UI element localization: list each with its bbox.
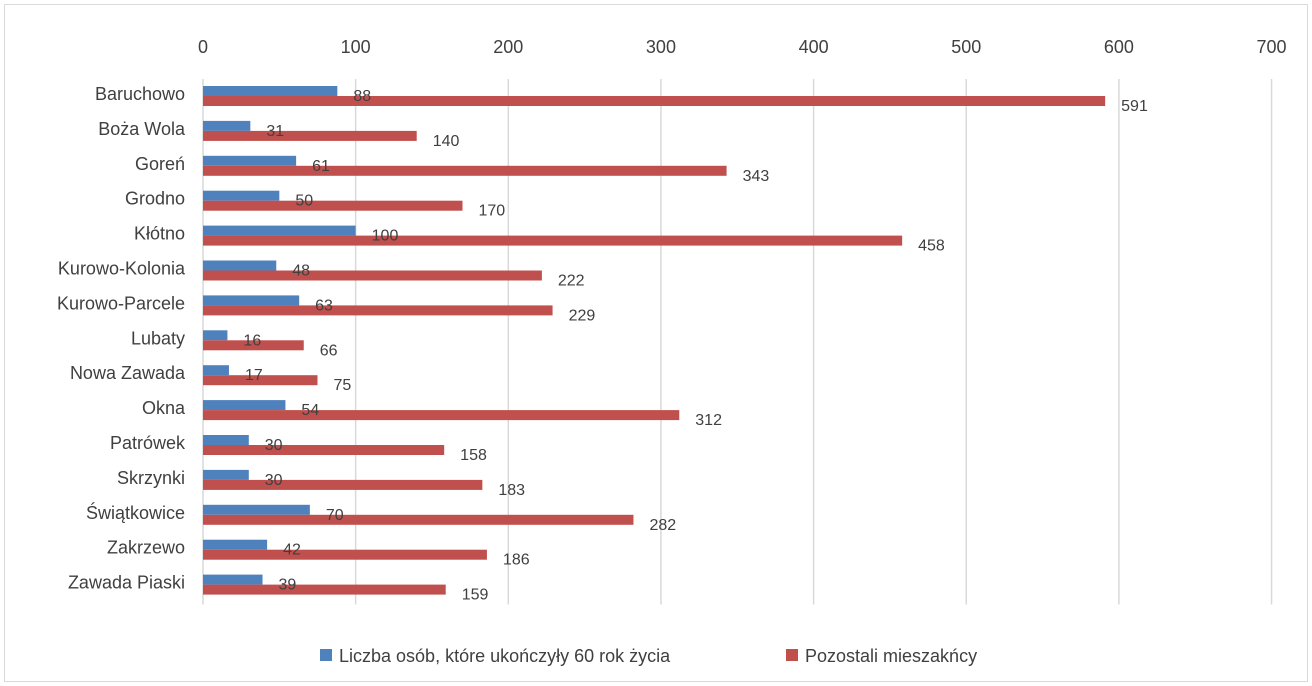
data-label-series-1: 30 <box>265 437 283 454</box>
bar-series-2 <box>203 200 463 211</box>
data-label-series-2: 222 <box>558 273 585 290</box>
x-tick-label: 100 <box>341 37 371 57</box>
x-tick-label: 400 <box>799 37 829 57</box>
bar-series-1 <box>203 365 229 376</box>
bar-series-1 <box>203 120 251 131</box>
bar-series-1 <box>203 400 286 411</box>
category-label: Grodno <box>125 189 185 209</box>
category-label: Zawada Piaski <box>68 573 185 593</box>
bar-series-2 <box>203 305 553 316</box>
x-tick-label: 200 <box>493 37 523 57</box>
data-label-series-2: 140 <box>433 133 460 150</box>
x-tick-label: 300 <box>646 37 676 57</box>
data-label-series-1: 42 <box>283 542 301 559</box>
data-label-series-2: 591 <box>1121 98 1148 115</box>
category-label: Zakrzewo <box>107 538 185 558</box>
data-label-series-2: 158 <box>460 447 487 464</box>
bars <box>203 86 1106 595</box>
data-label-series-2: 186 <box>503 552 530 569</box>
data-label-series-2: 66 <box>320 342 338 359</box>
bar-series-2 <box>203 165 727 176</box>
data-label-series-2: 312 <box>695 412 722 429</box>
data-label-series-1: 54 <box>301 402 319 419</box>
data-label-series-1: 100 <box>372 228 399 245</box>
category-label: Boża Wola <box>98 119 186 139</box>
bar-series-1 <box>203 504 310 515</box>
legend-swatch-series-1 <box>320 649 332 661</box>
x-tick-label: 500 <box>951 37 981 57</box>
bar-series-1 <box>203 155 297 166</box>
bar-series-2 <box>203 340 304 351</box>
bar-series-2 <box>203 375 318 386</box>
legend: Liczba osób, które ukończyły 60 rok życi… <box>320 646 977 666</box>
category-label: Okna <box>142 398 186 418</box>
bar-series-2 <box>203 445 445 455</box>
x-axis-ticks: 0 100 200 300 400 500 600 700 <box>198 37 1287 57</box>
bar-series-2 <box>203 479 483 490</box>
data-label-series-2: 343 <box>743 168 770 185</box>
legend-label-series-1: Liczba osób, które ukończyły 60 rok życi… <box>339 646 671 666</box>
category-label: Skrzynki <box>117 468 185 488</box>
bar-series-2 <box>203 549 487 560</box>
data-label-series-1: 61 <box>312 158 330 175</box>
category-label: Lubaty <box>131 328 185 348</box>
data-label-series-2: 183 <box>498 482 525 499</box>
bar-series-1 <box>203 574 263 585</box>
bar-series-2 <box>203 130 417 141</box>
x-tick-label: 0 <box>198 37 208 57</box>
category-label: Kłótno <box>134 224 185 244</box>
category-label: Świątkowice <box>86 502 185 523</box>
data-label-series-2: 229 <box>569 307 596 324</box>
data-label-series-1: 31 <box>266 123 284 140</box>
category-label: Kurowo-Kolonia <box>58 259 186 279</box>
gridlines <box>202 79 1273 605</box>
category-label: Baruchowo <box>95 84 185 104</box>
bar-series-1 <box>203 330 228 341</box>
bar-series-2 <box>203 410 680 421</box>
bar-series-1 <box>203 539 268 550</box>
data-label-series-1: 48 <box>292 263 310 280</box>
bar-series-1 <box>203 469 249 480</box>
bar-series-1 <box>203 86 338 96</box>
bar-series-2 <box>203 514 634 525</box>
legend-swatch-series-2 <box>786 649 798 661</box>
data-label-series-2: 159 <box>462 587 489 604</box>
bar-chart: 0 100 200 300 400 500 600 700 Baruchowo Boża Wol… <box>57 37 1287 666</box>
bar-series-1 <box>203 225 356 236</box>
category-label: Kurowo-Parcele <box>57 293 185 313</box>
data-label-series-1: 50 <box>295 193 313 210</box>
data-label-series-2: 170 <box>479 203 506 220</box>
x-tick-label: 600 <box>1104 37 1134 57</box>
data-label-series-1: 39 <box>279 577 297 594</box>
bar-series-2 <box>203 584 446 595</box>
bar-series-1 <box>203 260 277 271</box>
legend-label-series-2: Pozostali mieszakńcy <box>805 646 977 666</box>
bar-series-2 <box>203 270 542 281</box>
bar-series-2 <box>203 235 903 246</box>
category-label: Nowa Zawada <box>70 363 186 383</box>
data-label-series-1: 88 <box>353 88 371 105</box>
x-tick-label: 700 <box>1257 37 1287 57</box>
data-label-series-1: 70 <box>326 507 344 524</box>
data-label-series-2: 75 <box>333 377 351 394</box>
bar-series-1 <box>203 295 300 306</box>
category-labels: Baruchowo Boża Wola Goreń Grodno Kłótno Kurow… <box>57 84 186 593</box>
bar-series-1 <box>203 190 280 201</box>
chart-frame: 0 100 200 300 400 500 600 700 Baruchowo Boża Wol… <box>4 4 1308 682</box>
data-label-series-1: 16 <box>243 332 261 349</box>
data-label-series-1: 17 <box>245 367 263 384</box>
category-label: Goreń <box>135 154 185 174</box>
data-labels: 88 591 31 140 61 343 50 170 100 458 48 222 63 229 16 66… <box>243 88 1148 604</box>
data-label-series-1: 30 <box>265 472 283 489</box>
bar-series-2 <box>203 96 1106 106</box>
bar-series-1 <box>203 435 249 445</box>
category-label: Patrówek <box>110 433 186 453</box>
data-label-series-1: 63 <box>315 297 333 314</box>
data-label-series-2: 458 <box>918 238 945 255</box>
data-label-series-2: 282 <box>649 517 676 534</box>
